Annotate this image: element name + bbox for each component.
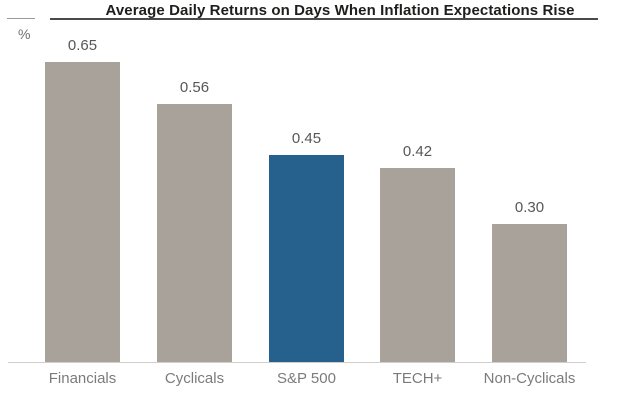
category-label: TECH+ <box>392 370 443 387</box>
title-underline <box>50 18 598 20</box>
category-label: Non-Cyclicals <box>483 370 576 387</box>
title-underline-left-segment <box>7 18 35 19</box>
bar-value-label: 0.42 <box>402 143 433 160</box>
x-axis-baseline <box>8 362 586 363</box>
bar-value-label: 0.45 <box>291 130 322 147</box>
bar-financials <box>45 62 120 362</box>
bar-non-cyclicals <box>492 224 567 362</box>
chart-title: Average Daily Returns on Days When Infla… <box>105 2 575 19</box>
bar-value-label: 0.65 <box>67 37 98 54</box>
category-label: S&P 500 <box>277 370 336 387</box>
bar-s-p-500 <box>269 155 344 362</box>
bar-cyclicals <box>157 104 232 362</box>
bar-value-label: 0.30 <box>514 199 545 216</box>
bar-tech <box>380 168 455 362</box>
bar-value-label: 0.56 <box>179 79 210 96</box>
y-axis-unit-label: % <box>18 26 31 42</box>
category-label: Financials <box>48 370 117 387</box>
category-label: Cyclicals <box>164 370 225 387</box>
